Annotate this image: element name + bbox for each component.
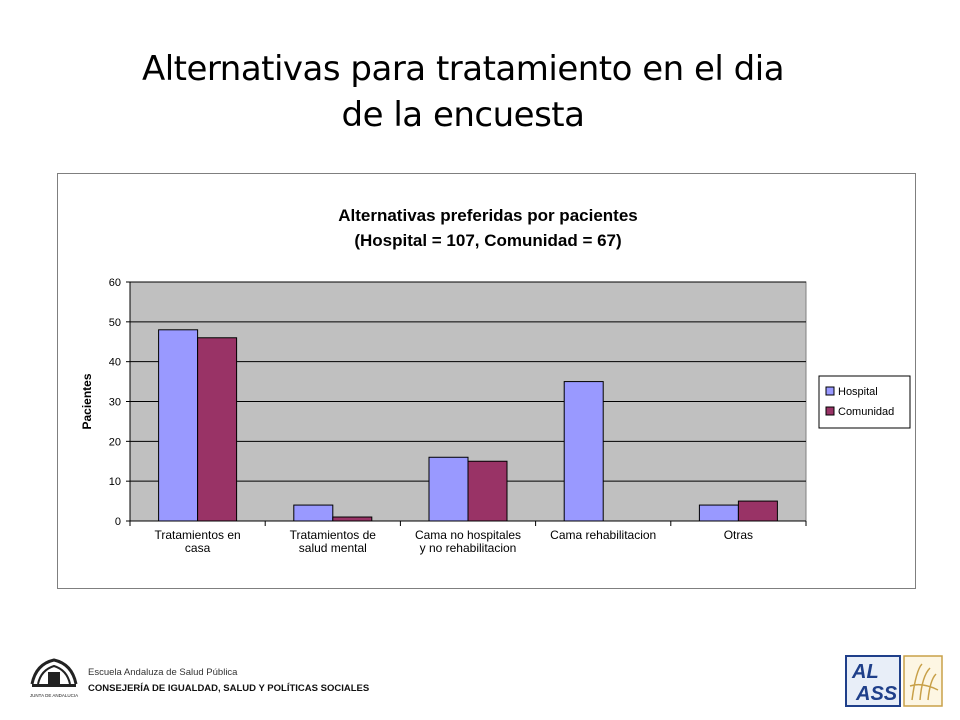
- legend-label-comunidad: Comunidad: [838, 406, 894, 418]
- bar-comunidad: [197, 337, 238, 522]
- bar-comunidad: [332, 516, 373, 522]
- slide-title: Alternativas para tratamiento en el dia …: [100, 46, 826, 138]
- bar-hospital: [698, 504, 739, 522]
- y-tick-label: 10: [109, 476, 121, 488]
- x-tick-label: Tratamientos en: [154, 528, 240, 542]
- y-tick-label: 0: [115, 516, 121, 528]
- chart-frame: Alternativas preferidas por pacientes (Ho…: [57, 173, 916, 589]
- svg-text:ASS: ASS: [855, 683, 898, 705]
- y-tick-label: 60: [109, 277, 121, 289]
- chart-subtitle: (Hospital = 107, Comunidad = 67): [354, 231, 621, 250]
- footer-institution: JUNTA DE ANDALUCIA Escuela Andaluza de S…: [26, 654, 369, 702]
- x-tick-label: y no rehabilitacion: [420, 541, 517, 555]
- svg-text:JUNTA DE ANDALUCIA: JUNTA DE ANDALUCIA: [30, 693, 78, 698]
- bar-hospital: [293, 504, 334, 522]
- bar-hospital: [158, 329, 199, 522]
- chart-title: Alternativas preferidas por pacientes: [338, 206, 638, 225]
- slide-title-line-2: de la encuesta: [341, 95, 585, 135]
- bar-comunidad: [737, 500, 778, 522]
- bar-hospital: [428, 456, 469, 522]
- x-tick-label: Cama rehabilitacion: [550, 528, 656, 542]
- department-name: CONSEJERÍA DE IGUALDAD, SALUD Y POLÍTICA…: [88, 683, 370, 694]
- x-tick-label: Tratamientos de: [290, 528, 377, 542]
- svg-text:AL: AL: [851, 661, 879, 683]
- y-tick-label: 30: [109, 397, 121, 409]
- y-axis-label: Pacientes: [80, 373, 94, 429]
- bar-comunidad: [467, 460, 508, 522]
- legend-swatch-hospital: [825, 386, 835, 396]
- alass-logo: AL ASS: [845, 655, 943, 707]
- y-tick-label: 20: [109, 436, 121, 448]
- y-tick-label: 40: [109, 357, 121, 369]
- x-tick-label: salud mental: [299, 541, 367, 555]
- slide-title-line-1: Alternativas para tratamiento en el dia: [141, 49, 785, 89]
- footer-logos: AL ASS: [842, 650, 948, 710]
- x-tick-label: Cama no hospitales: [415, 528, 521, 542]
- x-tick-label: casa: [185, 541, 211, 555]
- legend-swatch-comunidad: [825, 406, 835, 416]
- legend: [818, 375, 911, 429]
- bar-chart: Alternativas preferidas por pacientes (Ho…: [80, 206, 911, 555]
- x-tick-label: Otras: [724, 528, 753, 542]
- legend-label-hospital: Hospital: [838, 386, 878, 398]
- bar-hospital: [563, 381, 604, 522]
- y-tick-label: 50: [109, 317, 121, 329]
- org-name: Escuela Andaluza de Salud Pública: [88, 667, 238, 678]
- junta-andalucia-logo: JUNTA DE ANDALUCIA: [30, 658, 78, 698]
